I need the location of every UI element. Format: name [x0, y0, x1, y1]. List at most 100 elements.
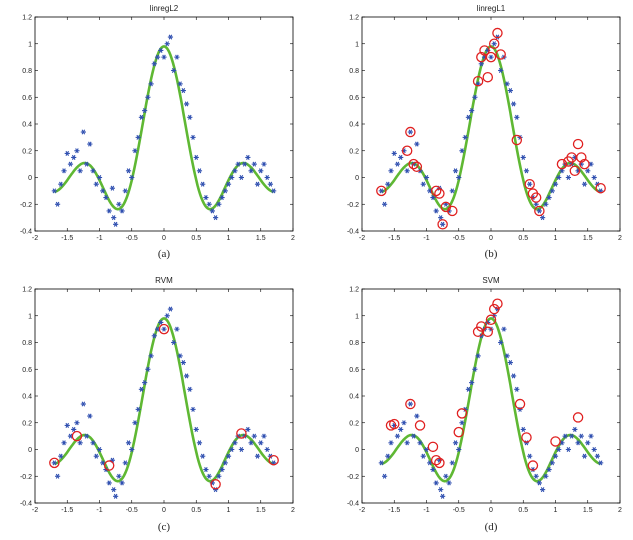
data-point [433, 208, 439, 214]
y-tick-label: -0.2 [20, 474, 32, 481]
support-point [482, 326, 494, 338]
data-point [581, 453, 588, 459]
data-point [527, 181, 533, 187]
data-point [71, 154, 77, 160]
y-tick-label: -0.4 [20, 229, 32, 236]
data-point [549, 460, 555, 466]
data-point [569, 433, 575, 439]
data-point [565, 446, 571, 453]
data-point [64, 150, 70, 156]
data-points [51, 306, 277, 499]
data-point [187, 114, 193, 120]
data-point [261, 161, 267, 167]
data-point [200, 453, 206, 459]
data-point [84, 433, 90, 439]
data-point [80, 401, 86, 407]
data-point [472, 94, 478, 100]
x-tick-label: 2 [291, 235, 295, 242]
chart-title: RVM [155, 276, 173, 285]
data-point [456, 174, 462, 181]
data-point [452, 440, 459, 446]
data-points [378, 34, 604, 227]
data-point [446, 480, 452, 486]
support-point [414, 420, 426, 431]
x-tick-label: -2 [359, 235, 365, 242]
data-point [74, 420, 80, 426]
data-point [138, 114, 145, 120]
x-tick-label: 1 [554, 235, 558, 242]
data-point [74, 148, 80, 154]
y-tick-label: 0.2 [22, 148, 32, 155]
x-tick-label: 1.5 [583, 507, 593, 514]
y-tick-label: 0.8 [349, 68, 359, 75]
data-point [177, 81, 183, 87]
data-point [238, 446, 244, 453]
support-point [511, 134, 523, 146]
x-tick-label: 0 [162, 235, 166, 242]
data-point [183, 101, 190, 107]
y-tick-label: 0.6 [22, 95, 32, 102]
x-tick-label: 0 [489, 235, 493, 242]
y-tick-label: -0.2 [347, 202, 359, 209]
data-point [251, 161, 257, 167]
data-point [164, 41, 170, 47]
y-axis: -0.4 -0.2 0 0.2 0.4 0.6 0.8 1 1.2 [20, 287, 293, 508]
x-tick-label: 0.5 [518, 235, 528, 242]
y-tick-label: 1.2 [349, 287, 359, 294]
data-point [96, 446, 103, 453]
data-point [456, 446, 462, 453]
data-point [222, 188, 228, 194]
y-tick-label: 1.2 [349, 15, 359, 22]
data-point [430, 467, 436, 473]
x-tick-label: 2 [618, 507, 622, 514]
data-point [433, 480, 439, 486]
support-point [482, 71, 494, 83]
data-point [177, 353, 183, 359]
data-point [588, 433, 594, 439]
support-point [492, 298, 503, 309]
data-point [213, 215, 219, 221]
data-point [203, 467, 209, 473]
data-point [556, 174, 562, 181]
data-point [546, 467, 552, 473]
data-point [225, 453, 232, 459]
x-axis: -2 -1.5 -1 -0.5 0 0.5 1 1.5 2 [32, 17, 295, 242]
data-point [54, 473, 61, 479]
data-point [106, 480, 112, 486]
data-point [572, 426, 578, 432]
fitted-curve [53, 317, 275, 483]
data-point [414, 413, 420, 419]
support-point [434, 188, 445, 199]
data-point [87, 413, 93, 419]
data-point [251, 433, 257, 439]
data-point [171, 339, 177, 346]
data-point [575, 440, 581, 446]
data-point [93, 453, 99, 459]
y-tick-label: -0.4 [20, 501, 32, 508]
panel-c: RVM -2 -1.5 -1 -0.5 0 0.5 1 1.5 2 -0.4 -0.2 0 0.2 0.… [20, 276, 295, 533]
data-point [135, 134, 141, 140]
data-point [533, 201, 539, 207]
data-point [180, 88, 186, 94]
data-points [51, 34, 277, 227]
data-point [510, 373, 517, 379]
support-point [472, 75, 484, 87]
data-point [411, 433, 417, 439]
support-point [437, 219, 448, 230]
plot-frame [34, 16, 294, 232]
support-point [572, 412, 584, 423]
data-point [449, 188, 455, 194]
data-point [51, 460, 57, 466]
x-tick-label: 1 [227, 235, 231, 242]
plot-frame [361, 16, 621, 232]
data-point [536, 208, 542, 214]
data-point [507, 360, 513, 366]
data-point [196, 440, 203, 446]
data-point [520, 426, 526, 432]
support-point [579, 158, 590, 170]
data-point [459, 420, 465, 426]
x-tick-label: 1.5 [256, 235, 266, 242]
x-tick-label: -1.5 [61, 235, 73, 242]
data-point [145, 94, 151, 100]
y-tick-label: 0.2 [22, 420, 32, 427]
